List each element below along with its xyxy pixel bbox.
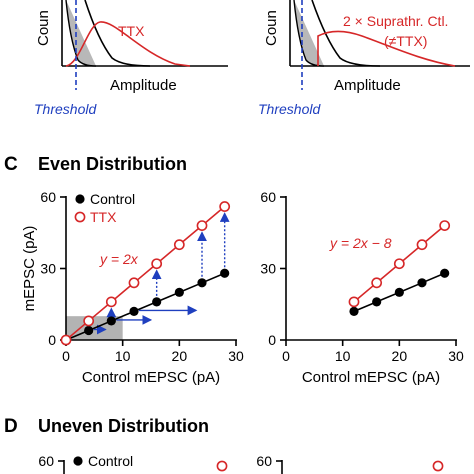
top-right-label-1: 2 × Suprathr. Ctl. [343, 13, 448, 29]
c-left-ttx-point-1 [83, 315, 95, 327]
c-right-control-point-4 [440, 268, 450, 278]
panel-d-left-ttx-point [216, 460, 228, 472]
top-right-label-2: (≠TTX) [384, 33, 427, 49]
c-left-control-point-1 [84, 325, 94, 336]
c-right-ttx-point-2 [393, 258, 405, 270]
c-left-legend-ttx: TTX [90, 209, 117, 225]
c-right-ytick-label-2: 60 [260, 189, 276, 205]
c-right-xtick-label-3: 30 [448, 348, 464, 364]
c-right-xtick-label-1: 10 [335, 348, 351, 364]
panel-d-legend-control-marker [73, 456, 83, 466]
c-left-control-point-4 [152, 297, 162, 307]
top-right-suprathr-curve [317, 30, 456, 67]
top-left-control-curve [84, 0, 151, 67]
c-left-legend-control-marker [75, 194, 85, 204]
top-right-panel: Coun 2 × Suprathr. Ctl. (≠TTX) Amplitude… [258, 0, 470, 117]
c-left-xtick-label-0: 0 [62, 348, 70, 364]
panel-d-left-partial: 60 Control [38, 453, 228, 474]
c-left-ttx-point-2 [105, 296, 117, 308]
panel-d-letter: D [4, 416, 18, 437]
panel-d-right-ytick-label-60: 60 [256, 453, 272, 469]
top-right-ylabel: Coun [263, 10, 280, 46]
top-right-gray-curve [293, 0, 325, 67]
c-left-control-point-2 [106, 316, 116, 326]
panel-d-legend-control: Control [88, 453, 133, 469]
c-right-ytick-label-1: 30 [260, 261, 276, 277]
c-left-ttx-point-4 [151, 258, 163, 270]
c-right-control-point-0 [349, 306, 359, 316]
top-left-gray-curve [65, 0, 97, 67]
c-left-xtick-label-3: 30 [228, 348, 244, 364]
c-left-control-point-6 [197, 278, 207, 288]
c-left-control-point-7 [220, 268, 230, 278]
panel-d-right-partial: 60 [256, 453, 444, 474]
top-left-ylabel: Coun [35, 10, 52, 46]
c-right-xtick-label-0: 0 [282, 348, 290, 364]
c-right-control-point-2 [394, 287, 404, 297]
c-right-control-point-3 [417, 278, 427, 288]
c-left-control-point-3 [129, 306, 139, 316]
c-left-ylabel: mEPSC (pA) [21, 226, 38, 312]
panel-d-title: Uneven Distribution [38, 416, 209, 436]
c-left-legend-ttx-marker [74, 211, 86, 223]
c-left-control-point-5 [174, 287, 184, 297]
c-left-ttx-point-7 [219, 201, 231, 212]
c-left-ytick-label-2: 60 [40, 189, 56, 205]
top-right-xlabel: Amplitude [334, 77, 401, 94]
c-right-xtick-label-2: 20 [392, 348, 408, 364]
c-right-ytick-label-0: 0 [268, 332, 276, 348]
c-right-ttx-point-0 [348, 296, 360, 308]
c-left-ttx-point-5 [173, 239, 185, 251]
c-left-xlabel: Control mEPSC (pA) [82, 369, 220, 386]
panel-c-left-chart: 0 10 20 30 0 30 60 Control mEPSC (pA) mEPSC (pA)… [21, 189, 244, 386]
top-right-control-curve [311, 0, 381, 67]
top-right-threshold-label: Threshold [258, 101, 321, 117]
panel-d-right-ttx-point [432, 460, 444, 472]
panel-c-letter: C [4, 154, 18, 175]
c-left-annotation: y = 2x [99, 251, 139, 267]
c-right-control-point-1 [372, 297, 382, 307]
panel-c-right-chart: 0 10 20 30 0 30 60 Control mEPSC (pA) y = 2x − 8 [260, 189, 464, 386]
panel-d-left-ytick-label-60: 60 [38, 453, 54, 469]
top-left-ttx-label: TTX [118, 23, 145, 39]
c-left-ttx-point-6 [196, 220, 208, 231]
top-left-threshold-label: Threshold [34, 101, 97, 117]
top-left-ttx-curve [65, 21, 191, 67]
c-right-ttx-point-4 [439, 220, 451, 231]
c-left-ttx-point-0 [60, 334, 72, 346]
top-left-xlabel: Amplitude [110, 77, 177, 94]
c-left-ttx-point-3 [128, 277, 140, 289]
c-left-xtick-label-1: 10 [115, 348, 131, 364]
panel-c-title: Even Distribution [38, 154, 187, 174]
c-right-annotation: y = 2x − 8 [329, 235, 392, 251]
c-left-ytick-label-1: 30 [40, 261, 56, 277]
c-left-ytick-label-0: 0 [48, 332, 56, 348]
c-left-legend-control: Control [90, 191, 135, 207]
c-right-ttx-point-3 [416, 239, 428, 251]
c-left-xtick-label-2: 20 [172, 348, 188, 364]
c-right-xlabel: Control mEPSC (pA) [302, 369, 440, 386]
c-right-ttx-point-1 [371, 277, 383, 289]
top-left-panel: Coun TTX Amplitude Threshold [34, 0, 228, 117]
